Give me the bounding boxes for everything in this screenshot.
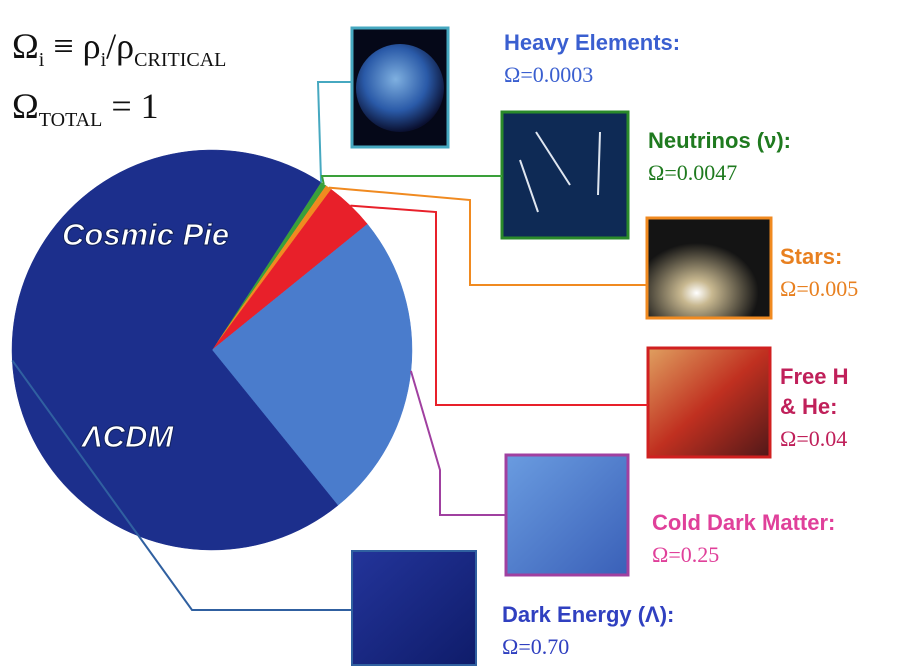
neutrino-tracks [519, 131, 601, 213]
pie [11, 149, 413, 551]
legend-label: Dark Energy (Λ): [502, 602, 675, 627]
connectors [11, 81, 648, 611]
formula-text: Ω [12, 86, 39, 126]
legend-label: Free H & He: [780, 364, 849, 419]
legend-label: Stars: [780, 244, 843, 269]
connector [409, 370, 506, 516]
value-label: Ω=0.005 [780, 276, 859, 301]
connector [11, 359, 352, 611]
formula-subscript: i [101, 49, 107, 71]
value-label: Ω=0.0047 [648, 160, 738, 185]
formula-subscript: CRITICAL [134, 49, 226, 71]
annotation: ΛCDM [80, 419, 174, 454]
cdm-image [504, 453, 630, 577]
legend-label: Cold Dark Matter: [652, 510, 836, 535]
nebula-image [646, 346, 772, 459]
formula-subscript: TOTAL [39, 109, 103, 131]
pie-slice [211, 223, 413, 506]
value-label: Ω=0.0003 [504, 62, 594, 87]
value-label: Ω=0.04 [780, 426, 848, 451]
legend-label: Neutrinos (ν): [648, 128, 791, 153]
formula-subscript: i [39, 49, 45, 71]
de-image [351, 550, 477, 666]
formula-text: /ρ [106, 26, 134, 66]
pie-title: Cosmic Pie [62, 217, 229, 252]
formula-text: ≡ ρ [44, 26, 100, 66]
earth [356, 44, 444, 132]
value-label: Ω=0.70 [502, 634, 570, 659]
value-label: Ω=0.25 [652, 542, 720, 567]
formula-text: Ω [12, 26, 39, 66]
legend-label: Heavy Elements: [504, 30, 681, 55]
neutrino-image [500, 110, 630, 240]
connector [350, 204, 648, 406]
connector [320, 175, 502, 185]
formula: Ωi ≡ ρi/ρCRITICAL [12, 26, 226, 71]
formula: ΩTOTAL = 1 [12, 86, 159, 131]
connector [328, 186, 647, 286]
formula-text: = 1 [102, 86, 158, 126]
stars-image [645, 216, 773, 320]
connector [316, 81, 352, 183]
